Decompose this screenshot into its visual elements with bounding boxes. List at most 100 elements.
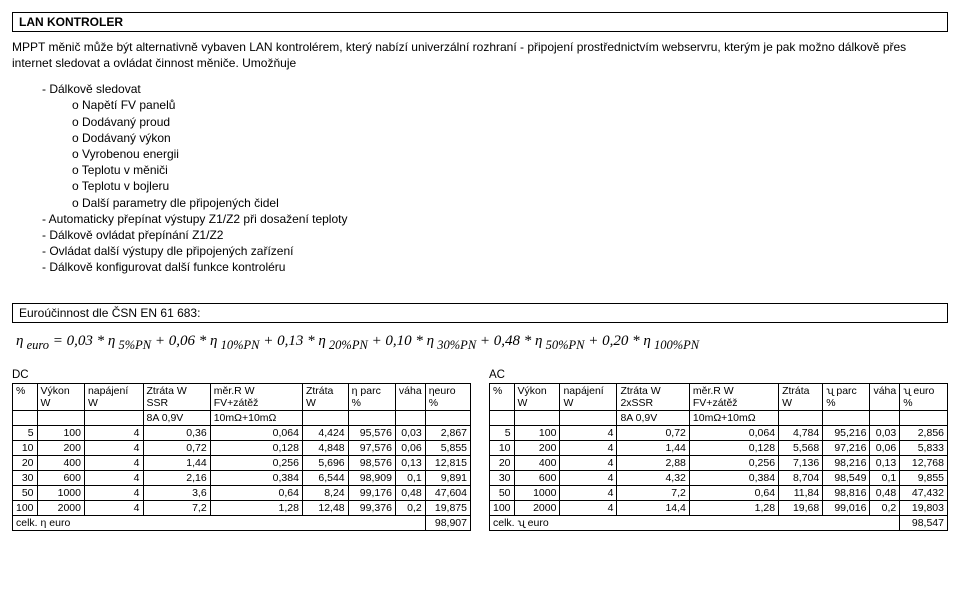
table-cell: 19,803 xyxy=(900,501,948,516)
table-cell: 47,604 xyxy=(425,486,470,501)
table-cell: 5,568 xyxy=(779,441,823,456)
euro-heading: Euroúčinnost dle ČSN EN 61 683: xyxy=(19,306,200,320)
table-cell: 5,833 xyxy=(900,441,948,456)
table-cell: 12,815 xyxy=(425,456,470,471)
table-cell: 7,2 xyxy=(617,486,689,501)
table-cell: 400 xyxy=(37,456,84,471)
col-header: Výkon W xyxy=(37,384,84,411)
table-cell: 9,891 xyxy=(425,471,470,486)
table-cell: 600 xyxy=(514,471,560,486)
sub-cell xyxy=(823,411,870,426)
table-cell: 98,549 xyxy=(823,471,870,486)
sub-cell: 8A 0,9V xyxy=(617,411,689,426)
table-cell: 0,64 xyxy=(689,486,778,501)
table-cell: 4 xyxy=(84,456,143,471)
dc-table: % Výkon W napájení W Ztráta W SSR měr.R … xyxy=(12,383,471,531)
table-row: 3060042,160,3846,54498,9090,19,891 xyxy=(13,471,471,486)
bullet-dash: Ovládat další výstupy dle připojených za… xyxy=(42,243,948,259)
section-title: LAN KONTROLER xyxy=(19,15,123,29)
col-header: Ztráta W SSR xyxy=(143,384,210,411)
table-cell: 4,784 xyxy=(779,426,823,441)
table-cell: 0,2 xyxy=(870,501,900,516)
table-cell: 4 xyxy=(84,501,143,516)
table-cell: 0,256 xyxy=(689,456,778,471)
table-cell: 4 xyxy=(84,426,143,441)
table-cell: 200 xyxy=(37,441,84,456)
table-cell: 4 xyxy=(84,471,143,486)
table-cell: 0,48 xyxy=(395,486,425,501)
ac-label: AC xyxy=(489,369,948,381)
total-value: 98,547 xyxy=(900,516,948,531)
total-value: 98,907 xyxy=(425,516,470,531)
sub-cell xyxy=(514,411,560,426)
col-header: Ztráta W xyxy=(302,384,348,411)
sub-cell xyxy=(302,411,348,426)
table-cell: 2,88 xyxy=(617,456,689,471)
table-cell: 1,44 xyxy=(617,441,689,456)
table-cell: 0,03 xyxy=(870,426,900,441)
table-cell: 30 xyxy=(13,471,38,486)
col-header: ʯ parc % xyxy=(823,384,870,411)
bullet-circle: Napětí FV panelů xyxy=(72,97,948,113)
col-header: měr.R W FV+zátěž xyxy=(689,384,778,411)
table-cell: 95,216 xyxy=(823,426,870,441)
sub-cell xyxy=(37,411,84,426)
table-cell: 4 xyxy=(560,441,617,456)
table-cell: 2000 xyxy=(37,501,84,516)
table-cell: 4 xyxy=(560,456,617,471)
table-cell: 100 xyxy=(13,501,38,516)
table-row: 2040042,880,2567,13698,2160,1312,768 xyxy=(490,456,948,471)
table-cell: 97,216 xyxy=(823,441,870,456)
table-cell: 50 xyxy=(490,486,515,501)
table-cell: 4 xyxy=(84,486,143,501)
table-cell: 99,376 xyxy=(348,501,395,516)
table-subheader-row: 8A 0,9V 10mΩ+10mΩ xyxy=(13,411,471,426)
total-label: celk. η euro xyxy=(13,516,426,531)
table-cell: 98,216 xyxy=(823,456,870,471)
table-cell: 98,909 xyxy=(348,471,395,486)
table-cell: 0,13 xyxy=(395,456,425,471)
table-cell: 1000 xyxy=(37,486,84,501)
col-header: ηeuro % xyxy=(425,384,470,411)
table-cell: 400 xyxy=(514,456,560,471)
table-cell: 100 xyxy=(514,426,560,441)
table-cell: 1000 xyxy=(514,486,560,501)
table-cell: 100 xyxy=(37,426,84,441)
table-total-row: celk. η euro 98,907 xyxy=(13,516,471,531)
table-cell: 5 xyxy=(13,426,38,441)
table-cell: 0,384 xyxy=(689,471,778,486)
table-cell: 0,2 xyxy=(395,501,425,516)
table-cell: 600 xyxy=(37,471,84,486)
table-cell: 4 xyxy=(560,486,617,501)
sub-cell: 10mΩ+10mΩ xyxy=(689,411,778,426)
table-cell: 6,544 xyxy=(302,471,348,486)
col-header: Ztráta W xyxy=(779,384,823,411)
bullet-dash: Automaticky přepínat výstupy Z1/Z2 při d… xyxy=(42,211,948,227)
table-cell: 4 xyxy=(560,471,617,486)
table-cell: 4 xyxy=(560,501,617,516)
table-row: 510040,720,0644,78495,2160,032,856 xyxy=(490,426,948,441)
col-header: napájení W xyxy=(84,384,143,411)
intro-paragraph: MPPT měnič může být alternativně vybaven… xyxy=(12,40,948,71)
table-subheader-row: 8A 0,9V 10mΩ+10mΩ xyxy=(490,411,948,426)
table-cell: 10 xyxy=(490,441,515,456)
table-row: 100200047,21,2812,4899,3760,219,875 xyxy=(13,501,471,516)
table-cell: 30 xyxy=(490,471,515,486)
sub-cell xyxy=(13,411,38,426)
sub-cell xyxy=(779,411,823,426)
table-header-row: % Výkon W napájení W Ztráta W 2xSSR měr.… xyxy=(490,384,948,411)
bullet-circle: Dodávaný výkon xyxy=(72,130,948,146)
total-label: celk. ʯ euro xyxy=(490,516,900,531)
sub-cell xyxy=(84,411,143,426)
table-cell: 2000 xyxy=(514,501,560,516)
table-row: 2040041,440,2565,69698,5760,1312,815 xyxy=(13,456,471,471)
table-row: 1020040,720,1284,84897,5760,065,855 xyxy=(13,441,471,456)
col-header: % xyxy=(13,384,38,411)
table-cell: 0,1 xyxy=(395,471,425,486)
table-cell: 10 xyxy=(13,441,38,456)
col-header: měr.R W FV+zátěž xyxy=(210,384,302,411)
sub-cell xyxy=(395,411,425,426)
euro-heading-box: Euroúčinnost dle ČSN EN 61 683: xyxy=(12,303,948,323)
table-row: 510040,360,0644,42495,5760,032,867 xyxy=(13,426,471,441)
sub-cell xyxy=(560,411,617,426)
